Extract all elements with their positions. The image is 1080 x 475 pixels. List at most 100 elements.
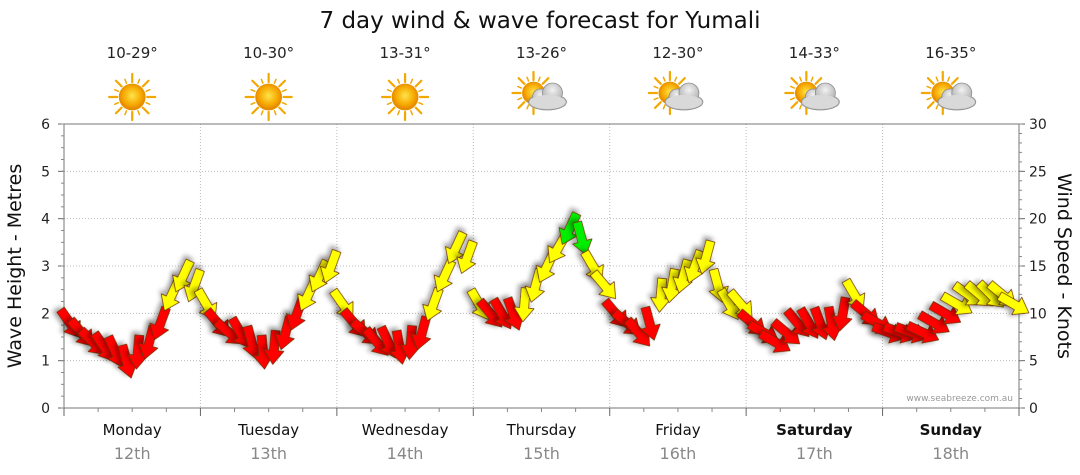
wind-arrow	[445, 230, 468, 264]
y-right-tick-label: 30	[1029, 117, 1047, 133]
sun-ray	[251, 79, 260, 88]
wind-arrow	[433, 258, 457, 293]
sun-ray	[414, 106, 423, 115]
y-left-tick-label: 5	[41, 164, 50, 180]
sun-ray	[418, 101, 424, 106]
sun-ray	[790, 101, 799, 109]
wind-arrow	[172, 258, 195, 293]
sun-ray	[810, 76, 814, 82]
date-label: 15th	[523, 444, 560, 463]
sun-ray	[387, 79, 396, 88]
wind-arrow	[456, 239, 478, 274]
day-label: Monday	[103, 421, 162, 439]
sun-ray	[278, 79, 287, 88]
day-label: Tuesday	[237, 421, 299, 439]
sun-ray	[260, 110, 264, 116]
temperature-label: 10-29°	[107, 44, 158, 62]
sun-ray	[281, 88, 287, 93]
chart-title: 7 day wind & wave forecast for Yumali	[320, 8, 761, 34]
y-left-tick-label: 1	[41, 354, 50, 370]
sun-ray	[926, 97, 932, 101]
y-right-tick-label: 10	[1029, 306, 1047, 322]
wind-arrow	[726, 288, 753, 319]
y-left-tick-label: 6	[41, 117, 50, 133]
cloud-shape	[664, 82, 704, 111]
partly-cloudy-icon	[647, 70, 704, 116]
sun-ray	[124, 78, 128, 84]
y-right-tick-label: 15	[1029, 259, 1047, 275]
sun-ray	[114, 79, 123, 88]
sun-ray	[926, 85, 932, 89]
sun-ray	[414, 79, 423, 88]
sun-ray	[410, 110, 414, 116]
sun-ray	[526, 76, 530, 82]
day-label: Saturday	[776, 421, 853, 439]
wind-arrow	[770, 318, 801, 345]
sun-ray	[935, 76, 939, 82]
y-axis-right-label: Wind Speed - Knots	[1053, 173, 1075, 359]
sun-icon	[108, 72, 157, 122]
sun-ray	[113, 101, 120, 106]
y-left-tick-label: 4	[41, 212, 50, 228]
sun-ray	[137, 78, 141, 84]
temperature-label: 13-31°	[380, 44, 431, 62]
sun-icon	[244, 72, 293, 122]
date-label: 16th	[660, 444, 697, 463]
wind-arrow	[308, 258, 331, 293]
sun-ray	[653, 101, 662, 109]
x-axis: Monday 12th Tuesday 13th Wednesday 14th Thursd…	[63, 408, 1020, 463]
sun-disc	[255, 83, 283, 111]
sun-ray	[517, 77, 526, 85]
sun-ray	[410, 78, 414, 84]
day-label: Friday	[655, 421, 701, 439]
wind-arrow	[695, 239, 716, 275]
y-right-tick-label: 20	[1029, 212, 1047, 228]
wind-arrow	[640, 305, 661, 341]
sun-ray	[799, 104, 803, 110]
sun-ray	[260, 78, 264, 84]
sun-ray	[653, 97, 659, 101]
day-label: Wednesday	[362, 421, 449, 439]
sun-ray	[251, 106, 260, 115]
sun-ray	[674, 76, 678, 82]
partly-cloudy-icon	[784, 70, 840, 116]
sun-ray	[250, 101, 256, 106]
sun-ray	[790, 77, 799, 85]
date-label: 13th	[250, 444, 287, 463]
cloud-shape	[528, 82, 567, 111]
sun-ray	[662, 76, 666, 82]
sun-ray	[517, 97, 523, 101]
sun-ray	[537, 76, 541, 82]
sun-ray	[387, 106, 396, 115]
sun-ray	[662, 104, 666, 110]
y-right-tick-label: 5	[1029, 354, 1038, 370]
sun-ray	[935, 104, 939, 110]
sun-ray	[281, 101, 287, 106]
wind-arrow	[831, 296, 853, 332]
temperature-label: 10-30°	[243, 44, 294, 62]
sun-ray	[526, 104, 530, 110]
day-label: Sunday	[920, 421, 983, 439]
date-label: 12th	[114, 444, 151, 463]
date-label: 14th	[387, 444, 424, 463]
sun-ray	[273, 78, 277, 84]
sun-icon	[380, 72, 430, 122]
partly-cloudy-icon	[511, 70, 567, 116]
wind-arrow	[940, 291, 973, 315]
y-left-tick-label: 0	[41, 401, 50, 417]
sun-ray	[137, 110, 141, 116]
sun-ray	[541, 77, 550, 85]
sun-ray	[926, 101, 935, 109]
y-left-tick-label: 2	[41, 306, 50, 322]
sun-ray	[947, 76, 951, 82]
credit-text: www.seabreeze.com.au	[906, 394, 1013, 404]
temperature-label: 13-26°	[516, 44, 567, 62]
sun-ray	[517, 101, 526, 109]
weather-row: 10-29° 10-30° 13-31° 13-26° 12-30° 14-33° 16-3…	[107, 44, 976, 122]
sun-ray	[517, 85, 523, 89]
chart-grid	[64, 124, 1019, 408]
sun-disc	[118, 83, 146, 111]
sun-ray	[397, 110, 401, 116]
temperature-label: 16-35°	[925, 44, 976, 62]
